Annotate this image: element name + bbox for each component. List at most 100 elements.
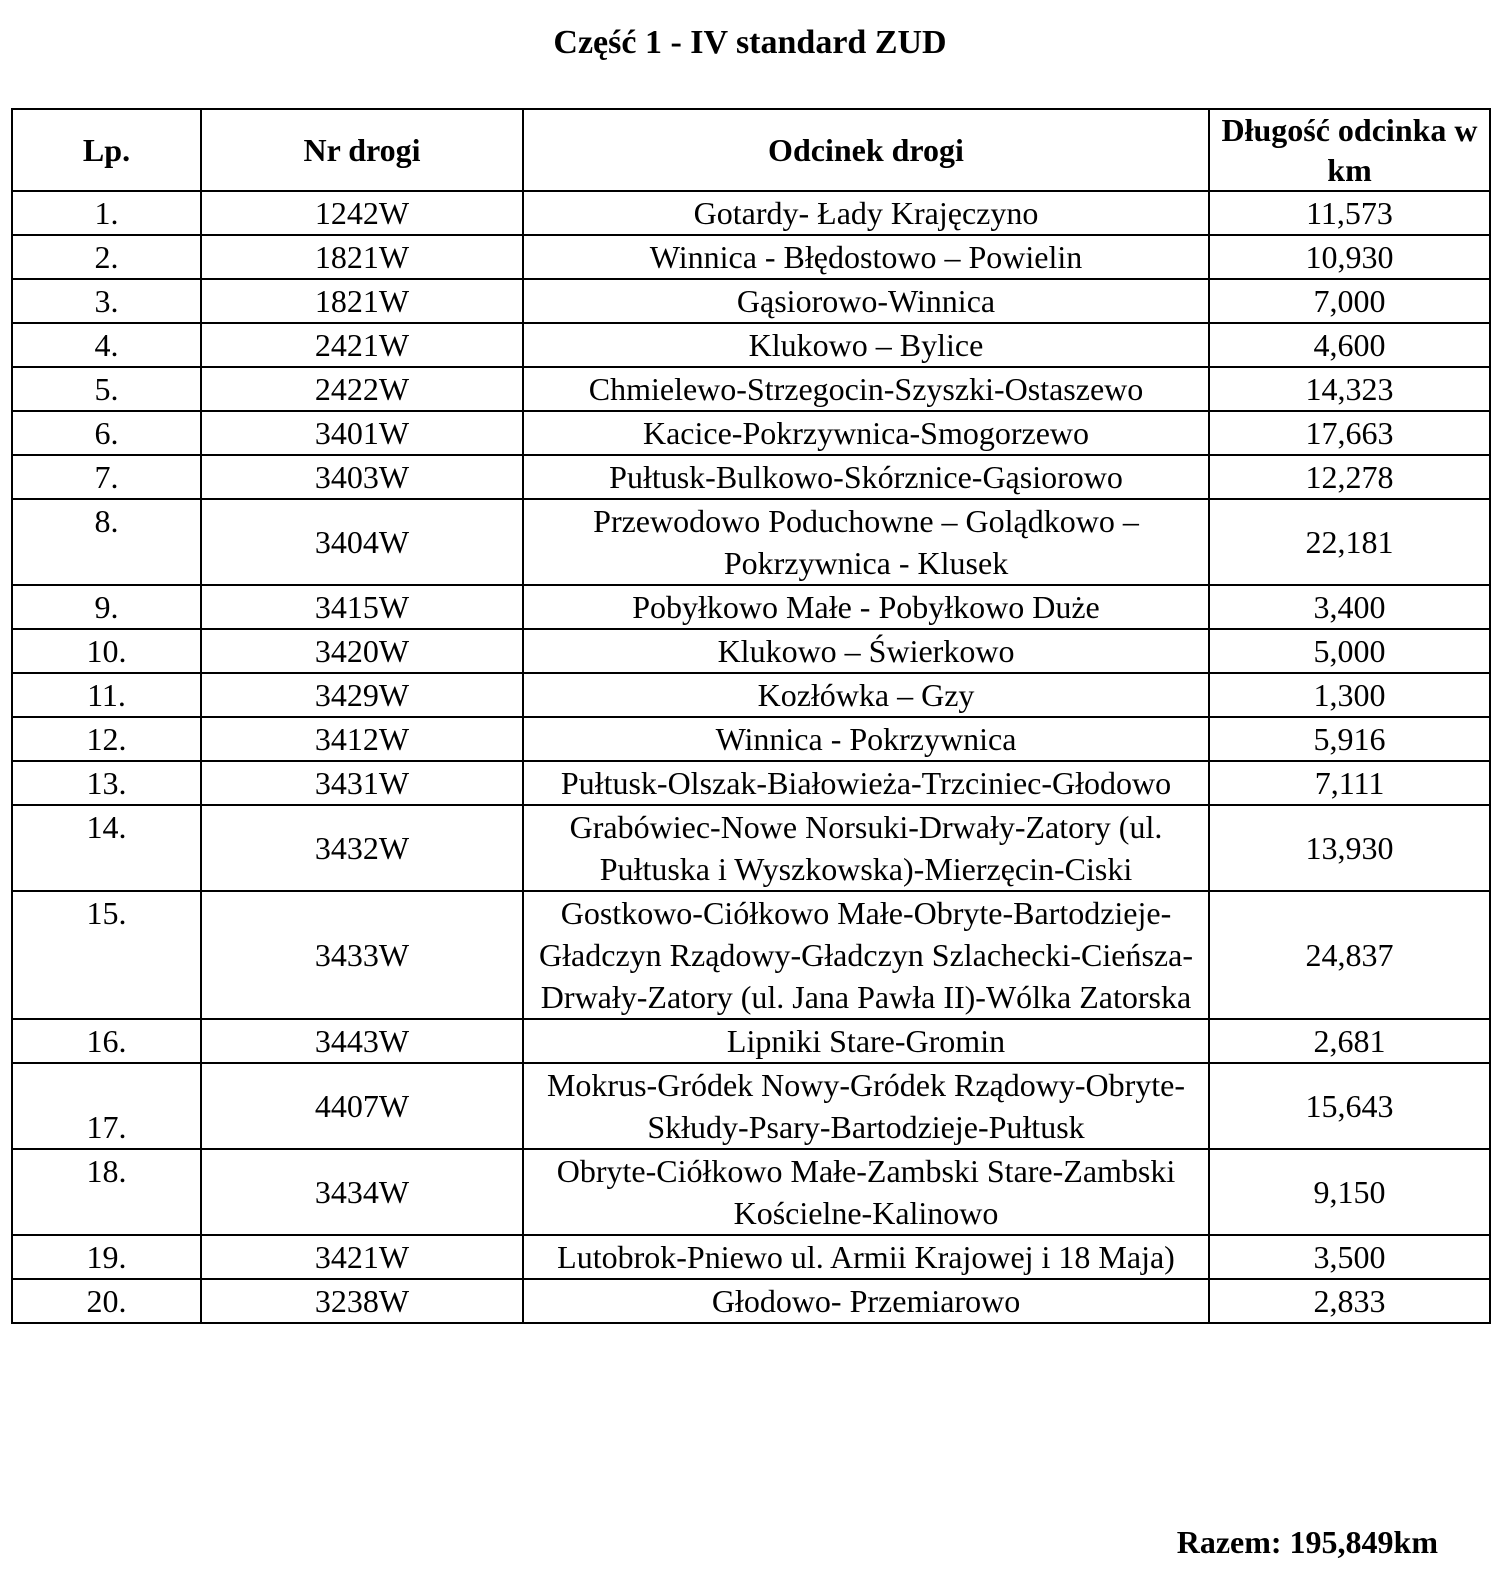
cell-dlugosc: 17,663 <box>1208 410 1491 456</box>
cell-dlugosc: 5,000 <box>1208 628 1491 674</box>
cell-odcinek: Obryte-Ciółkowo Małe-Zambski Stare-Zambs… <box>522 1148 1210 1236</box>
cell-nr: 4407W <box>200 1062 524 1150</box>
cell-odcinek: Gostkowo-Ciółkowo Małe-Obryte-Bartodziej… <box>522 890 1210 1020</box>
cell-odcinek: Pobyłkowo Małe - Pobyłkowo Duże <box>522 584 1210 630</box>
cell-dlugosc: 11,573 <box>1208 190 1491 236</box>
cell-odcinek: Chmielewo-Strzegocin-Szyszki-Ostaszewo <box>522 366 1210 412</box>
cell-dlugosc: 1,300 <box>1208 672 1491 718</box>
cell-lp: 10. <box>11 628 202 674</box>
cell-nr: 3404W <box>200 498 524 586</box>
cell-lp: 12. <box>11 716 202 762</box>
cell-nr: 3434W <box>200 1148 524 1236</box>
cell-nr: 1821W <box>200 234 524 280</box>
cell-nr: 3403W <box>200 454 524 500</box>
cell-lp: 1. <box>11 190 202 236</box>
cell-lp: 16. <box>11 1018 202 1064</box>
cell-lp: 3. <box>11 278 202 324</box>
table-row: 19. 3421W Lutobrok-Pniewo ul. Armii Krajow… <box>11 1234 1491 1280</box>
cell-odcinek: Kozłówka – Gzy <box>522 672 1210 718</box>
header-odcinek-drogi: Odcinek drogi <box>522 108 1210 192</box>
cell-dlugosc: 10,930 <box>1208 234 1491 280</box>
cell-odcinek: Winnica - Błędostowo – Powielin <box>522 234 1210 280</box>
header-nr-drogi: Nr drogi <box>200 108 524 192</box>
cell-dlugosc: 15,643 <box>1208 1062 1491 1150</box>
table-row: 3. 1821W Gąsiorowo-Winnica 7,000 <box>11 278 1491 324</box>
cell-dlugosc: 12,278 <box>1208 454 1491 500</box>
cell-dlugosc: 5,916 <box>1208 716 1491 762</box>
cell-lp: 15. <box>11 890 202 1020</box>
cell-lp: 14. <box>11 804 202 892</box>
table-row: 4. 2421W Klukowo – Bylice 4,600 <box>11 322 1491 368</box>
cell-lp: 17. <box>11 1062 202 1150</box>
table-row: 10. 3420W Klukowo – Świerkowo 5,000 <box>11 628 1491 674</box>
table-row: 13. 3431W Pułtusk-Olszak-Białowieża-Trzcin… <box>11 760 1491 806</box>
cell-nr: 3433W <box>200 890 524 1020</box>
cell-nr: 3415W <box>200 584 524 630</box>
table-row: 16. 3443W Lipniki Stare-Gromin 2,681 <box>11 1018 1491 1064</box>
table-header-row: Lp. Nr drogi Odcinek drogi Długość odcin… <box>11 108 1491 192</box>
cell-lp: 18. <box>11 1148 202 1236</box>
cell-nr: 1821W <box>200 278 524 324</box>
table-row: 14. 3432W Grabówiec-Nowe Norsuki-Drwały-Za… <box>11 804 1491 892</box>
cell-nr: 3401W <box>200 410 524 456</box>
cell-dlugosc: 22,181 <box>1208 498 1491 586</box>
cell-dlugosc: 2,833 <box>1208 1278 1491 1324</box>
cell-odcinek: Lutobrok-Pniewo ul. Armii Krajowej i 18 … <box>522 1234 1210 1280</box>
cell-dlugosc: 2,681 <box>1208 1018 1491 1064</box>
cell-lp: 6. <box>11 410 202 456</box>
table-row: 1. 1242W Gotardy- Łady Krajęczyno 11,573 <box>11 190 1491 236</box>
cell-lp: 13. <box>11 760 202 806</box>
cell-lp: 5. <box>11 366 202 412</box>
cell-nr: 3420W <box>200 628 524 674</box>
cell-dlugosc: 14,323 <box>1208 366 1491 412</box>
cell-nr: 2421W <box>200 322 524 368</box>
header-dlugosc: Długość odcinka w km <box>1208 108 1491 192</box>
table-row: 8. 3404W Przewodowo Poduchowne – Golądkowo… <box>11 498 1491 586</box>
cell-dlugosc: 13,930 <box>1208 804 1491 892</box>
cell-odcinek: Klukowo – Świerkowo <box>522 628 1210 674</box>
cell-odcinek: Głodowo- Przemiarowo <box>522 1278 1210 1324</box>
table-row: 7. 3403W Pułtusk-Bulkowo-Skórznice-Gąsioro… <box>11 454 1491 500</box>
table-row: 12. 3412W Winnica - Pokrzywnica 5,916 <box>11 716 1491 762</box>
document-title: Część 1 - IV standard ZUD <box>553 24 947 61</box>
table-row: 9. 3415W Pobyłkowo Małe - Pobyłkowo Duże 3,… <box>11 584 1491 630</box>
roads-table: Lp. Nr drogi Odcinek drogi Długość odcin… <box>11 108 1491 1324</box>
cell-nr: 3443W <box>200 1018 524 1064</box>
cell-dlugosc: 24,837 <box>1208 890 1491 1020</box>
cell-lp: 2. <box>11 234 202 280</box>
cell-odcinek: Gąsiorowo-Winnica <box>522 278 1210 324</box>
cell-odcinek: Pułtusk-Olszak-Białowieża-Trzciniec-Głod… <box>522 760 1210 806</box>
cell-dlugosc: 3,500 <box>1208 1234 1491 1280</box>
cell-odcinek: Przewodowo Poduchowne – Golądkowo – Pokr… <box>522 498 1210 586</box>
table-row: 17. 4407W Mokrus-Gródek Nowy-Gródek Rządow… <box>11 1062 1491 1150</box>
cell-odcinek: Pułtusk-Bulkowo-Skórznice-Gąsiorowo <box>522 454 1210 500</box>
table-row: 15. 3433W Gostkowo-Ciółkowo Małe-Obryte-Ba… <box>11 890 1491 1020</box>
cell-odcinek: Kacice-Pokrzywnica-Smogorzewo <box>522 410 1210 456</box>
table-row: 18. 3434W Obryte-Ciółkowo Małe-Zambski Sta… <box>11 1148 1491 1236</box>
cell-lp: 7. <box>11 454 202 500</box>
cell-nr: 3238W <box>200 1278 524 1324</box>
cell-nr: 1242W <box>200 190 524 236</box>
cell-odcinek: Lipniki Stare-Gromin <box>522 1018 1210 1064</box>
table-row: 6. 3401W Kacice-Pokrzywnica-Smogorzewo 17,6… <box>11 410 1491 456</box>
cell-nr: 3421W <box>200 1234 524 1280</box>
cell-lp: 19. <box>11 1234 202 1280</box>
table-row: 5. 2422W Chmielewo-Strzegocin-Szyszki-Osta… <box>11 366 1491 412</box>
cell-odcinek: Klukowo – Bylice <box>522 322 1210 368</box>
cell-nr: 3412W <box>200 716 524 762</box>
cell-nr: 3432W <box>200 804 524 892</box>
cell-dlugosc: 7,111 <box>1208 760 1491 806</box>
cell-odcinek: Mokrus-Gródek Nowy-Gródek Rządowy-Obryte… <box>522 1062 1210 1150</box>
cell-odcinek: Grabówiec-Nowe Norsuki-Drwały-Zatory (ul… <box>522 804 1210 892</box>
table-row: 2. 1821W Winnica - Błędostowo – Powielin 10… <box>11 234 1491 280</box>
header-lp: Lp. <box>11 108 202 192</box>
cell-lp: 4. <box>11 322 202 368</box>
cell-odcinek: Gotardy- Łady Krajęczyno <box>522 190 1210 236</box>
cell-lp: 11. <box>11 672 202 718</box>
cell-lp: 8. <box>11 498 202 586</box>
cell-nr: 3429W <box>200 672 524 718</box>
cell-lp: 20. <box>11 1278 202 1324</box>
cell-dlugosc: 9,150 <box>1208 1148 1491 1236</box>
cell-dlugosc: 7,000 <box>1208 278 1491 324</box>
cell-dlugosc: 3,400 <box>1208 584 1491 630</box>
